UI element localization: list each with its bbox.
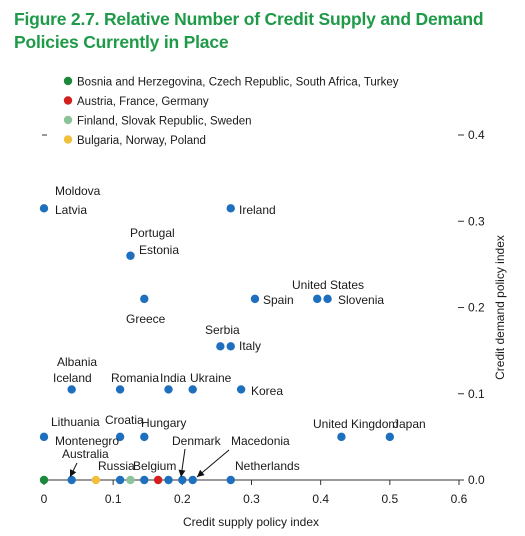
point-label: Lithuania bbox=[51, 415, 100, 429]
point-label: Croatia bbox=[105, 413, 144, 427]
label-arrows bbox=[69, 448, 230, 478]
point-label: Romania bbox=[111, 371, 159, 385]
data-point bbox=[140, 475, 149, 485]
data-point bbox=[39, 204, 49, 213]
point-label: United Kingdom bbox=[313, 417, 398, 431]
point-label: Albania bbox=[57, 355, 97, 369]
data-point bbox=[67, 475, 76, 485]
point-label: Estonia bbox=[139, 243, 179, 257]
y-tick-label: 0.0 bbox=[468, 473, 485, 487]
point-label: Greece bbox=[126, 312, 166, 326]
x-tick-label: 0.3 bbox=[243, 492, 260, 506]
y-tick-label: 0.4 bbox=[468, 128, 485, 142]
arrow-head bbox=[197, 469, 205, 477]
data-points bbox=[39, 204, 395, 485]
legend-marker bbox=[63, 76, 73, 86]
data-point bbox=[164, 475, 173, 485]
data-point bbox=[126, 475, 135, 485]
x-tick-label: 0.6 bbox=[451, 492, 468, 506]
legend-entry: Finland, Slovak Republic, Sweden bbox=[77, 116, 252, 128]
point-label: Denmark bbox=[172, 434, 222, 448]
legend-marker bbox=[63, 135, 73, 144]
point-label: Montenegro bbox=[55, 434, 119, 448]
data-point bbox=[115, 432, 125, 442]
axes: 0 0.1 0.2 0.3 0.4 0.5 0.6 Credit supply policy … bbox=[41, 128, 507, 529]
legend-marker bbox=[63, 115, 73, 125]
point-label: Netherlands bbox=[235, 459, 300, 473]
y-tick-label: 0.2 bbox=[468, 301, 485, 315]
legend-marker bbox=[63, 96, 73, 105]
point-label: Slovenia bbox=[338, 293, 384, 307]
figure-title-line-2: Policies Currently in Place bbox=[14, 32, 229, 52]
point-label: Latvia bbox=[55, 203, 87, 217]
data-point bbox=[216, 342, 225, 351]
point-label: Iceland bbox=[53, 371, 92, 385]
x-tick-label: 0.4 bbox=[312, 492, 329, 506]
data-point bbox=[226, 475, 235, 485]
y-axis-label: Credit demand policy index bbox=[493, 235, 507, 380]
point-label: Hungary bbox=[141, 416, 186, 430]
legend-entry: Austria, France, Germany bbox=[77, 96, 209, 108]
data-point bbox=[178, 475, 187, 485]
data-point bbox=[39, 475, 49, 485]
y-tick-label: 0.1 bbox=[468, 387, 485, 401]
point-label: Russia bbox=[98, 459, 135, 473]
point-label: Belgium bbox=[133, 459, 176, 473]
point-label: United States bbox=[292, 278, 364, 292]
data-point bbox=[153, 475, 163, 485]
data-point bbox=[385, 432, 395, 442]
data-point bbox=[226, 204, 235, 213]
data-point bbox=[226, 342, 235, 351]
data-point bbox=[323, 294, 332, 304]
point-label: Moldova bbox=[55, 184, 101, 198]
data-point bbox=[188, 475, 197, 485]
point-label: Spain bbox=[263, 293, 294, 307]
data-point bbox=[115, 385, 125, 394]
point-label: Australia bbox=[62, 447, 109, 461]
data-point bbox=[250, 294, 260, 304]
x-tick-label: 0.1 bbox=[105, 492, 122, 506]
data-point bbox=[67, 385, 76, 394]
data-point bbox=[91, 475, 101, 485]
data-point bbox=[164, 385, 173, 394]
data-point bbox=[236, 385, 246, 394]
point-label: Korea bbox=[251, 384, 283, 398]
point-label: Ireland bbox=[239, 203, 276, 217]
x-tick-label: 0.5 bbox=[381, 492, 398, 506]
data-point bbox=[313, 294, 322, 304]
data-point bbox=[188, 385, 197, 394]
data-point bbox=[126, 251, 135, 260]
data-point bbox=[337, 432, 346, 442]
point-label: Ukraine bbox=[190, 371, 232, 385]
figure-title-line-1: Figure 2.7. Relative Number of Credit Su… bbox=[14, 9, 484, 29]
point-label: Serbia bbox=[205, 323, 240, 337]
legend: Bosnia and Herzegovina, Czech Republic, … bbox=[63, 76, 399, 147]
point-label: Italy bbox=[239, 339, 261, 353]
x-tick-label: 0.2 bbox=[174, 492, 191, 506]
point-label: Macedonia bbox=[231, 434, 290, 448]
arrow-head bbox=[70, 469, 77, 477]
y-tick-label: 0.3 bbox=[468, 214, 485, 228]
legend-entry: Bulgaria, Norway, Poland bbox=[77, 135, 206, 147]
point-label: Japan bbox=[393, 417, 426, 431]
data-point bbox=[140, 294, 149, 304]
data-point bbox=[140, 432, 149, 442]
x-tick-label: 0 bbox=[41, 492, 48, 506]
data-point bbox=[115, 475, 125, 485]
point-label: India bbox=[160, 371, 186, 385]
arrow-head bbox=[178, 469, 186, 477]
data-point bbox=[39, 432, 49, 442]
point-labels: Moldova Latvia Ireland Portugal Estonia Greec… bbox=[51, 184, 426, 473]
point-label: Portugal bbox=[130, 226, 175, 240]
legend-entry: Bosnia and Herzegovina, Czech Republic, … bbox=[77, 77, 399, 89]
figure-title: Figure 2.7. Relative Number of Credit Su… bbox=[14, 8, 514, 54]
x-axis-label: Credit supply policy index bbox=[183, 515, 319, 529]
